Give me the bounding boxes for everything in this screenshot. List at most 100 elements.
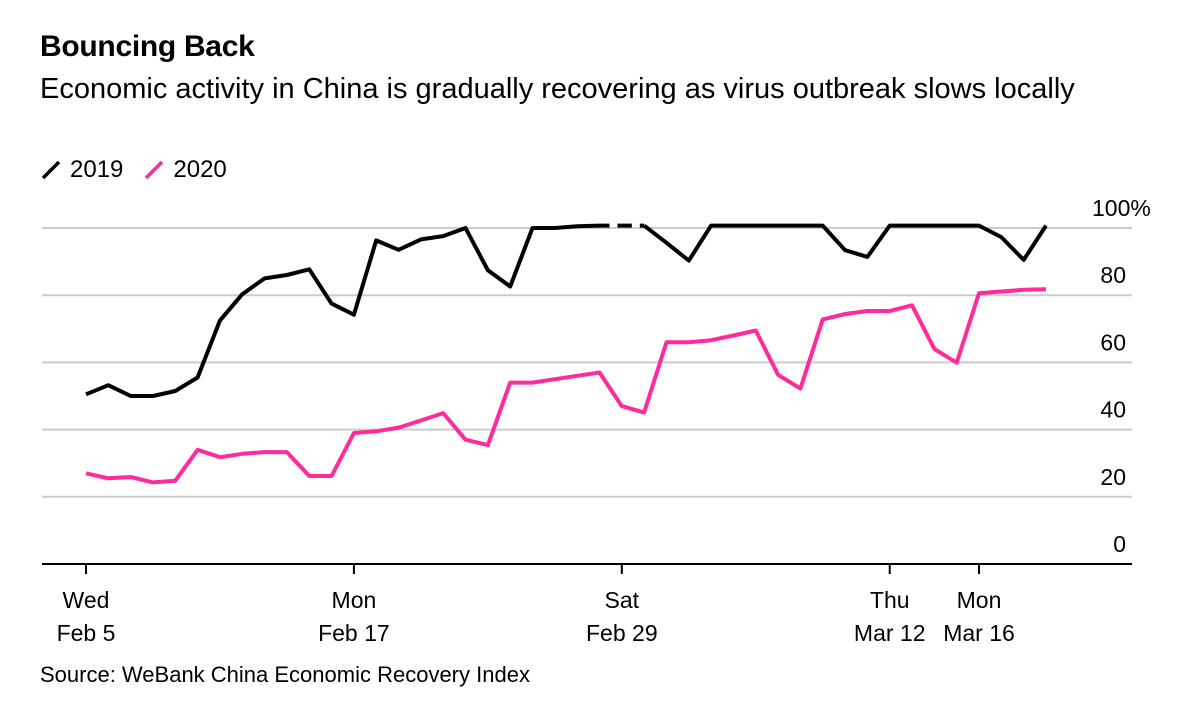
point-2020-35: [865, 309, 869, 313]
x-tick-label-2-line2: Feb 29: [586, 620, 658, 646]
point-2020-18: [486, 443, 490, 447]
point-2019-19: [508, 284, 512, 288]
point-2019-40: [977, 224, 981, 228]
legend: 2019 2020: [40, 156, 247, 184]
point-2019-29: [731, 224, 735, 228]
point-2020-6: [218, 455, 222, 459]
x-tick-label-4-line1: Mon: [957, 587, 1002, 613]
point-2019-6: [218, 318, 222, 322]
point-2020-5: [196, 448, 200, 452]
x-tick-label-0-line1: Wed: [63, 587, 110, 613]
y-tick-label-60: 60: [1100, 329, 1126, 355]
point-2019-11: [330, 302, 334, 306]
point-2019-16: [441, 234, 445, 238]
point-2019-18: [486, 268, 490, 272]
point-2019-22: [575, 224, 579, 228]
point-2019-4: [173, 389, 177, 393]
point-2020-43: [1044, 287, 1048, 291]
y-tick-label-40: 40: [1100, 397, 1126, 423]
point-2020-37: [910, 303, 914, 307]
point-2020-21: [553, 377, 557, 381]
point-2019-28: [709, 224, 713, 228]
point-2020-3: [151, 480, 155, 484]
point-2020-23: [597, 370, 601, 374]
x-tick-label-3-line2: Mar 12: [854, 620, 926, 646]
point-2019-13: [374, 238, 378, 242]
series-line-2019: [85, 223, 1048, 398]
point-2019-8: [263, 276, 267, 280]
point-2019-2: [129, 394, 133, 398]
x-tick-label-1-line2: Feb 17: [318, 620, 390, 646]
point-2020-20: [531, 381, 535, 385]
point-2019-38: [932, 224, 936, 228]
y-tick-label-0: 0: [1113, 531, 1126, 557]
point-2019-34: [843, 248, 847, 252]
point-2020-39: [955, 361, 959, 365]
point-2019-27: [687, 259, 691, 263]
legend-swatch-2019: [41, 160, 61, 180]
point-2020-15: [419, 419, 423, 423]
point-2020-32: [798, 387, 802, 391]
point-2020-33: [821, 317, 825, 321]
point-2020-25: [642, 410, 646, 414]
point-2020-10: [307, 474, 311, 478]
x-tick-label-1-line1: Mon: [332, 587, 377, 613]
point-2020-38: [932, 347, 936, 351]
legend-item-2019: 2019: [40, 156, 123, 184]
point-2019-43: [1044, 224, 1048, 228]
point-2019-26: [664, 241, 668, 245]
point-2019-12: [352, 313, 356, 317]
point-2020-28: [709, 338, 713, 342]
point-2019-7: [240, 292, 244, 296]
point-2020-27: [687, 340, 691, 344]
point-2020-7: [240, 452, 244, 456]
x-tick-label-3-line1: Thu: [870, 587, 910, 613]
point-2020-2: [129, 475, 133, 479]
point-2019-23: [597, 224, 601, 228]
point-2020-31: [776, 373, 780, 377]
legend-label-2019: 2019: [70, 156, 124, 183]
point-2020-11: [330, 474, 334, 478]
point-2019-0: [84, 392, 88, 396]
point-2019-21: [553, 226, 557, 230]
point-2019-1: [106, 383, 110, 387]
point-2019-17: [464, 226, 468, 230]
point-2020-24: [620, 404, 624, 408]
point-2019-32: [798, 224, 802, 228]
y-tick-label-80: 80: [1100, 262, 1126, 288]
point-2020-19: [508, 381, 512, 385]
point-2020-13: [374, 429, 378, 433]
point-2020-34: [843, 312, 847, 316]
point-2019-36: [888, 224, 892, 228]
point-2019-39: [955, 224, 959, 228]
y-tick-label-20: 20: [1100, 464, 1126, 490]
point-2019-14: [397, 248, 401, 252]
point-2019-15: [419, 237, 423, 241]
point-2020-41: [999, 290, 1003, 294]
point-2020-26: [664, 340, 668, 344]
point-2019-9: [285, 273, 289, 277]
point-2020-22: [575, 374, 579, 378]
point-2020-14: [397, 426, 401, 430]
legend-item-2020: 2020: [143, 156, 227, 184]
point-2019-30: [754, 224, 758, 228]
point-2019-5: [196, 376, 200, 380]
source-note: Source: WeBank China Economic Recovery I…: [40, 662, 530, 687]
x-tick-label-2-line1: Sat: [605, 587, 640, 613]
legend-swatch-2020: [145, 160, 164, 180]
chart-subtitle: Economic activity in China is gradually …: [40, 73, 1075, 105]
x-tick-label-0-line2: Feb 5: [57, 620, 116, 646]
y-tick-label-100: 100%: [1092, 195, 1151, 221]
series-line-2020: [85, 287, 1047, 485]
point-2020-17: [464, 438, 468, 442]
point-2020-16: [441, 411, 445, 415]
point-2020-30: [754, 328, 758, 332]
point-2019-33: [821, 224, 825, 228]
point-2020-40: [977, 291, 981, 295]
point-2020-9: [285, 450, 289, 454]
legend-label-2020: 2020: [173, 156, 227, 183]
point-2019-42: [1022, 258, 1026, 262]
point-2020-1: [106, 476, 110, 480]
point-2019-25: [642, 224, 646, 228]
point-2020-36: [888, 309, 892, 313]
